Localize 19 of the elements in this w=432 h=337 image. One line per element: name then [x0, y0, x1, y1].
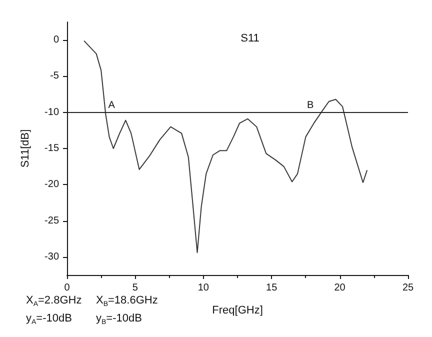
y-tick-label: -30: [44, 251, 60, 262]
x-axis-title: Freq[GHz]: [212, 304, 263, 316]
text: S11: [240, 32, 260, 44]
y-axis-title: S11[dB]: [20, 129, 32, 168]
line-series: [84, 40, 368, 254]
x-tick-label: 20: [334, 282, 346, 294]
y-tick-label: 0: [53, 34, 60, 46]
annotation: B: [307, 100, 314, 111]
y-tick-label: -10: [44, 106, 60, 118]
x-tick-label: 5: [132, 282, 138, 294]
x-tick-label: 15: [266, 282, 278, 294]
x-tick-label: 0: [64, 282, 70, 294]
annotation: A: [108, 100, 116, 111]
y-tick-label: -5: [50, 70, 60, 82]
y-tick-label: -15: [44, 143, 60, 154]
y-tick-label: -20: [44, 179, 60, 190]
x-tick-label: 25: [402, 282, 414, 294]
x-tick-label: 10: [198, 282, 210, 294]
y-tick-label: -25: [44, 215, 60, 226]
